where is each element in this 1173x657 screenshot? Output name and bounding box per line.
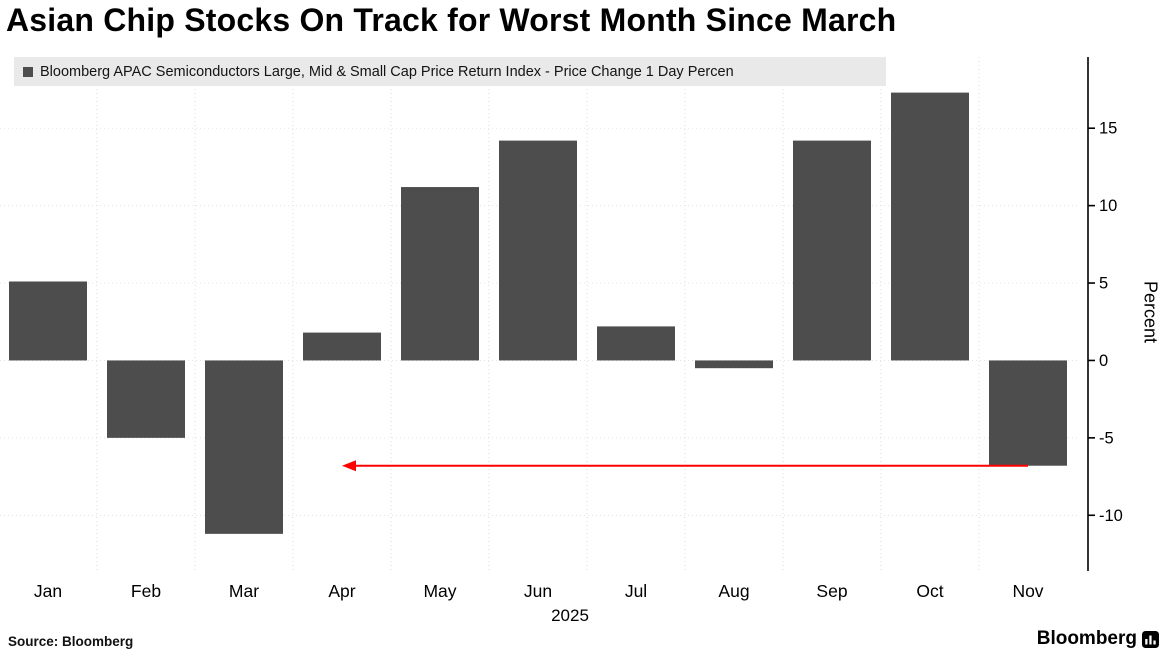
bar-mar (205, 360, 283, 534)
bar-sep (793, 140, 871, 361)
x-tick-label-jun: Jun (524, 581, 552, 601)
bar-may (401, 187, 479, 361)
y-tick-label: 15 (1099, 120, 1117, 138)
y-axis-title: Percent (1140, 280, 1161, 344)
y-tick-label: -5 (1099, 429, 1114, 447)
y-tick-label: 5 (1099, 275, 1108, 293)
bloomberg-logo: Bloomberg (1037, 628, 1159, 650)
legend-label: Bloomberg APAC Semiconductors Large, Mid… (40, 63, 734, 80)
annotation-arrow-head-icon (342, 460, 356, 472)
x-tick-label-feb: Feb (131, 581, 161, 601)
bloomberg-terminal-icon (1142, 630, 1159, 648)
x-tick-label-sep: Sep (816, 581, 847, 601)
chart-title: Asian Chip Stocks On Track for Worst Mon… (6, 2, 897, 38)
bar-jan (9, 281, 87, 361)
x-tick-label-aug: Aug (718, 581, 749, 601)
bar-jun (499, 140, 577, 361)
legend-marker-icon (23, 66, 33, 77)
bar-feb (107, 360, 185, 438)
x-tick-label-oct: Oct (916, 581, 943, 601)
x-axis-title: 2025 (551, 606, 589, 625)
x-tick-label-nov: Nov (1012, 581, 1043, 601)
source-note: Source: Bloomberg (8, 634, 134, 649)
x-tick-label-jul: Jul (625, 581, 647, 601)
x-tick-label-mar: Mar (229, 581, 259, 601)
x-tick-label-may: May (423, 581, 456, 601)
bar-jul (597, 326, 675, 361)
bar-aug (695, 360, 773, 369)
x-tick-label-apr: Apr (328, 581, 355, 601)
legend: Bloomberg APAC Semiconductors Large, Mid… (14, 57, 886, 86)
y-tick-label: -10 (1099, 507, 1123, 525)
bar-apr (303, 332, 381, 361)
y-tick-label: 10 (1099, 197, 1117, 215)
bloomberg-logo-text: Bloomberg (1036, 628, 1137, 649)
x-tick-label-jan: Jan (34, 581, 62, 601)
bar-nov (989, 360, 1067, 466)
bar-oct (891, 92, 969, 361)
y-tick-label: 0 (1099, 352, 1108, 370)
